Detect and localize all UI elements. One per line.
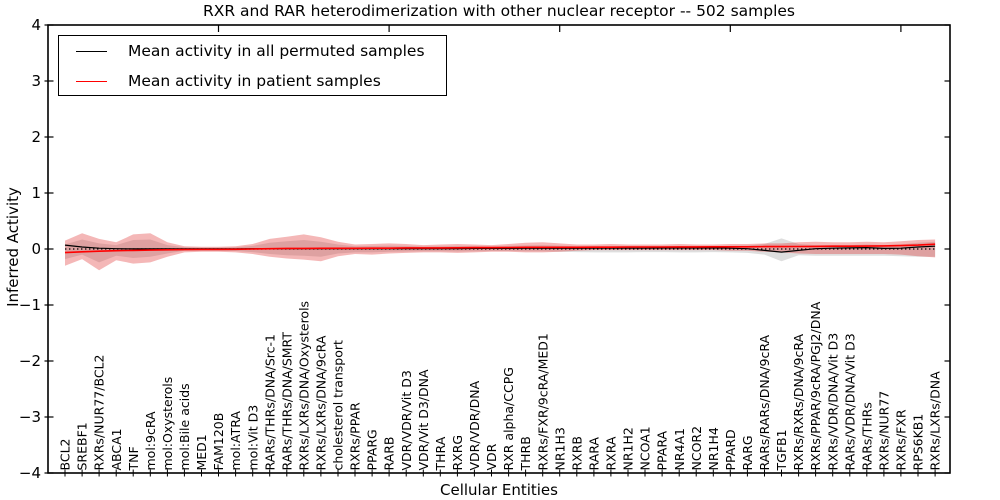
- x-category-label: VDR/VDR/Vit D3: [399, 370, 414, 470]
- axis-ticks: 4 3 2 1 0 −1 −2 −3 −4: [19, 16, 950, 482]
- x-category-label: RXRs/RXRs/DNA/9cRA: [791, 333, 806, 470]
- x-category-label: THRA: [433, 436, 448, 471]
- patient-std-band: [65, 233, 936, 271]
- x-category-label: mol:9cRA: [143, 411, 158, 471]
- x-category-label: RXRA: [604, 436, 619, 470]
- x-axis-label: Cellular Entities: [440, 481, 558, 499]
- x-category-labels: BCL2 SREBF1 RXRs/NUR77/BCL2 ABCA1 TNF mol:9cR…: [58, 301, 943, 472]
- x-category-label: RXRs/LXRs/DNA/9cRA: [314, 335, 329, 470]
- x-category-label: RXRB: [569, 436, 584, 471]
- x-category-label: RARs/THRs/DNA/Src-1: [262, 334, 277, 470]
- x-category-label: RARA: [587, 437, 602, 471]
- x-category-label: mol:ATRA: [228, 411, 243, 471]
- x-category-label: RXRs/LXRs/DNA/Oxysterols: [296, 301, 311, 471]
- svg-text:−4: −4: [19, 464, 41, 482]
- x-category-label: TGFB1: [774, 429, 789, 471]
- x-category-label: BCL2: [58, 438, 73, 470]
- x-category-label: THRB: [518, 436, 533, 471]
- x-category-label: TNF: [126, 446, 141, 471]
- svg-text:−3: −3: [19, 408, 41, 426]
- x-category-label: RXRs/FXR: [894, 409, 909, 470]
- permuted-line-sample: [76, 50, 107, 52]
- y-axis-label: Inferred Activity: [4, 187, 22, 307]
- legend-entry-permuted: Mean activity in all permuted samples: [59, 36, 446, 66]
- legend: Mean activity in all permuted samples Me…: [58, 35, 447, 96]
- x-category-label: RARs/THRs/DNA/SMRT: [279, 332, 294, 471]
- x-category-label: NR1H3: [552, 427, 567, 470]
- svg-text:1: 1: [31, 184, 41, 202]
- permuted-std-band: [65, 238, 936, 263]
- x-category-label: SREBF1: [75, 422, 90, 470]
- svg-text:−2: −2: [19, 352, 41, 370]
- x-category-label: VDR/VDR/DNA: [467, 380, 482, 470]
- x-category-label: mol:Oxysterols: [160, 377, 175, 471]
- x-category-label: RPS6KB1: [911, 414, 926, 471]
- patient-mean-line: [64, 243, 936, 254]
- x-category-label: VDR/Vit D3/DNA: [416, 369, 431, 470]
- x-category-label: PPARA: [655, 430, 670, 470]
- patient-line-sample: [76, 80, 107, 82]
- x-category-label: VDR: [484, 443, 499, 470]
- x-category-label: RARG: [740, 435, 755, 470]
- x-category-label: RXRs/VDR/DNA/Vit D3: [825, 333, 840, 471]
- x-category-label: RXRs/NUR77/BCL2: [92, 355, 107, 471]
- svg-text:2: 2: [31, 128, 41, 146]
- x-category-label: mol:Bile acids: [177, 383, 192, 470]
- x-category-label: RXRs/NUR77: [877, 391, 892, 471]
- x-category-label: PPARG: [365, 429, 380, 470]
- x-category-label: NCOR2: [689, 426, 704, 471]
- x-category-label: RXRG: [450, 435, 465, 471]
- x-category-label: NR4A1: [672, 428, 687, 471]
- legend-label-patient: Mean activity in patient samples: [128, 72, 381, 90]
- x-category-label: RXRs/PPAR: [348, 402, 363, 470]
- svg-text:3: 3: [31, 72, 41, 90]
- x-category-label: MED1: [194, 434, 209, 470]
- legend-entry-patient: Mean activity in patient samples: [59, 66, 446, 96]
- x-category-label: RXRs/LXRs/DNA: [928, 371, 943, 471]
- x-category-label: RXR alpha/CCPG: [501, 367, 516, 470]
- x-category-label: mol:Vit D3: [245, 405, 260, 471]
- x-category-label: cholesterol transport: [331, 340, 346, 471]
- x-category-label: RXRs/FXR/9cRA/MED1: [535, 333, 550, 470]
- x-category-label: RARs/THRs: [859, 402, 874, 470]
- x-category-label: NCOA1: [638, 426, 653, 470]
- x-category-label: RARs/RARs/DNA/9cRA: [757, 334, 772, 470]
- x-category-label: RXRs/PPAR/9cRA/PGJ2/DNA: [808, 301, 823, 470]
- svg-text:0: 0: [31, 240, 41, 258]
- x-category-label: RARB: [382, 437, 397, 471]
- legend-label-permuted: Mean activity in all permuted samples: [128, 42, 425, 60]
- svg-text:4: 4: [31, 16, 41, 34]
- x-category-label: NR1H4: [706, 427, 721, 470]
- x-category-label: PPARD: [723, 429, 738, 470]
- x-category-label: RARs/VDR/DNA/Vit D3: [842, 333, 857, 470]
- x-category-label: FAM120B: [211, 413, 226, 471]
- chart-title: RXR and RAR heterodimerization with othe…: [202, 2, 796, 20]
- x-category-label: ABCA1: [109, 428, 124, 470]
- x-category-label: NR1H2: [621, 427, 636, 470]
- svg-text:−1: −1: [19, 296, 41, 314]
